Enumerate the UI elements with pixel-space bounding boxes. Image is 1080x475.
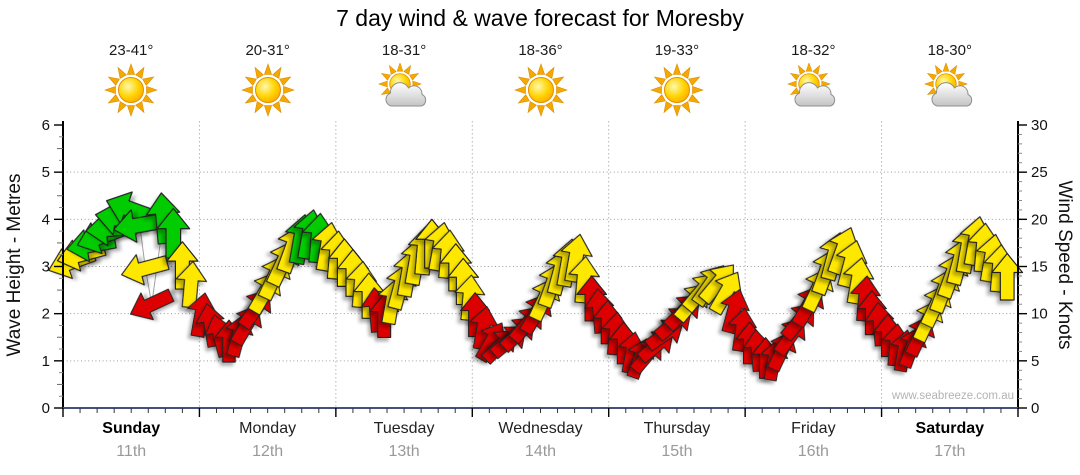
day-temp-label: 18-30° (927, 42, 972, 59)
right-axis-tick-label: 10 (1031, 306, 1048, 323)
left-axis-tick-label: 1 (42, 353, 50, 370)
day-temp-label: 19-33° (654, 42, 700, 59)
sun-cloud-icon (787, 63, 836, 107)
wind-arrow (720, 288, 750, 335)
day-date-label: 13th (388, 443, 420, 460)
right-axis-tick-label: 5 (1031, 353, 1039, 370)
left-axis-tick-label: 0 (42, 400, 50, 417)
day-temp-label: 20-31° (245, 42, 290, 59)
right-axis-tick-label: 20 (1031, 211, 1048, 228)
day-temp-label: 23-41° (109, 42, 154, 59)
wind-arrow (129, 288, 175, 321)
day-name-label: Saturday (915, 420, 985, 437)
sun-icon (104, 63, 159, 117)
right-axis-tick-label: 0 (1031, 400, 1039, 417)
day-date-label: 17th (934, 443, 966, 460)
day-name-label: Monday (239, 420, 297, 437)
day-date-label: 16th (797, 443, 829, 460)
watermark: www.seabreeze.com.au (891, 390, 1014, 402)
wind-arrow (120, 254, 170, 286)
sun-icon (513, 63, 568, 117)
wind-arrow (166, 241, 199, 290)
right-axis-tick-label: 15 (1031, 259, 1048, 276)
day-date-label: 15th (661, 443, 693, 460)
sun-icon (240, 63, 295, 117)
wind-arrow (560, 233, 593, 284)
left-axis-tick-label: 2 (42, 306, 50, 323)
day-name-label: Thursday (643, 420, 711, 437)
day-date-label: 14th (524, 443, 557, 460)
chart-title: 7 day wind & wave forecast for Moresby (336, 5, 744, 31)
gridlines (63, 121, 1018, 408)
axes: 0 1 2 3 4 5 6 0 5 10 15 20 25 30 (42, 117, 1048, 417)
day-name-label: Wednesday (498, 420, 583, 437)
wind-arrows (48, 191, 1024, 382)
day-name-label: Friday (791, 420, 836, 437)
left-axis-tick-label: 3 (42, 259, 50, 276)
left-axis-tick-label: 5 (42, 164, 50, 181)
left-axis-tick-label: 4 (42, 211, 50, 228)
day-temp-label: 18-36° (518, 42, 563, 59)
sun-icon (649, 63, 704, 117)
day-date-label: 12th (252, 443, 284, 460)
day-date-label: 11th (116, 443, 147, 460)
right-axis-tick-label: 30 (1031, 117, 1048, 134)
right-axis-tick-label: 25 (1031, 164, 1048, 181)
wind-arrow (991, 252, 1024, 301)
wind-arrow (727, 307, 757, 353)
day-name-label: Sunday (102, 420, 161, 437)
day-temp-label: 18-32° (791, 42, 836, 59)
day-temp-label: 18-31° (381, 42, 427, 59)
sun-cloud-icon (377, 63, 427, 107)
left-axis-tick-label: 6 (42, 117, 50, 134)
day-name-label: Tuesday (373, 420, 435, 437)
sun-cloud-icon (923, 63, 972, 107)
wind-arrow (568, 255, 600, 304)
